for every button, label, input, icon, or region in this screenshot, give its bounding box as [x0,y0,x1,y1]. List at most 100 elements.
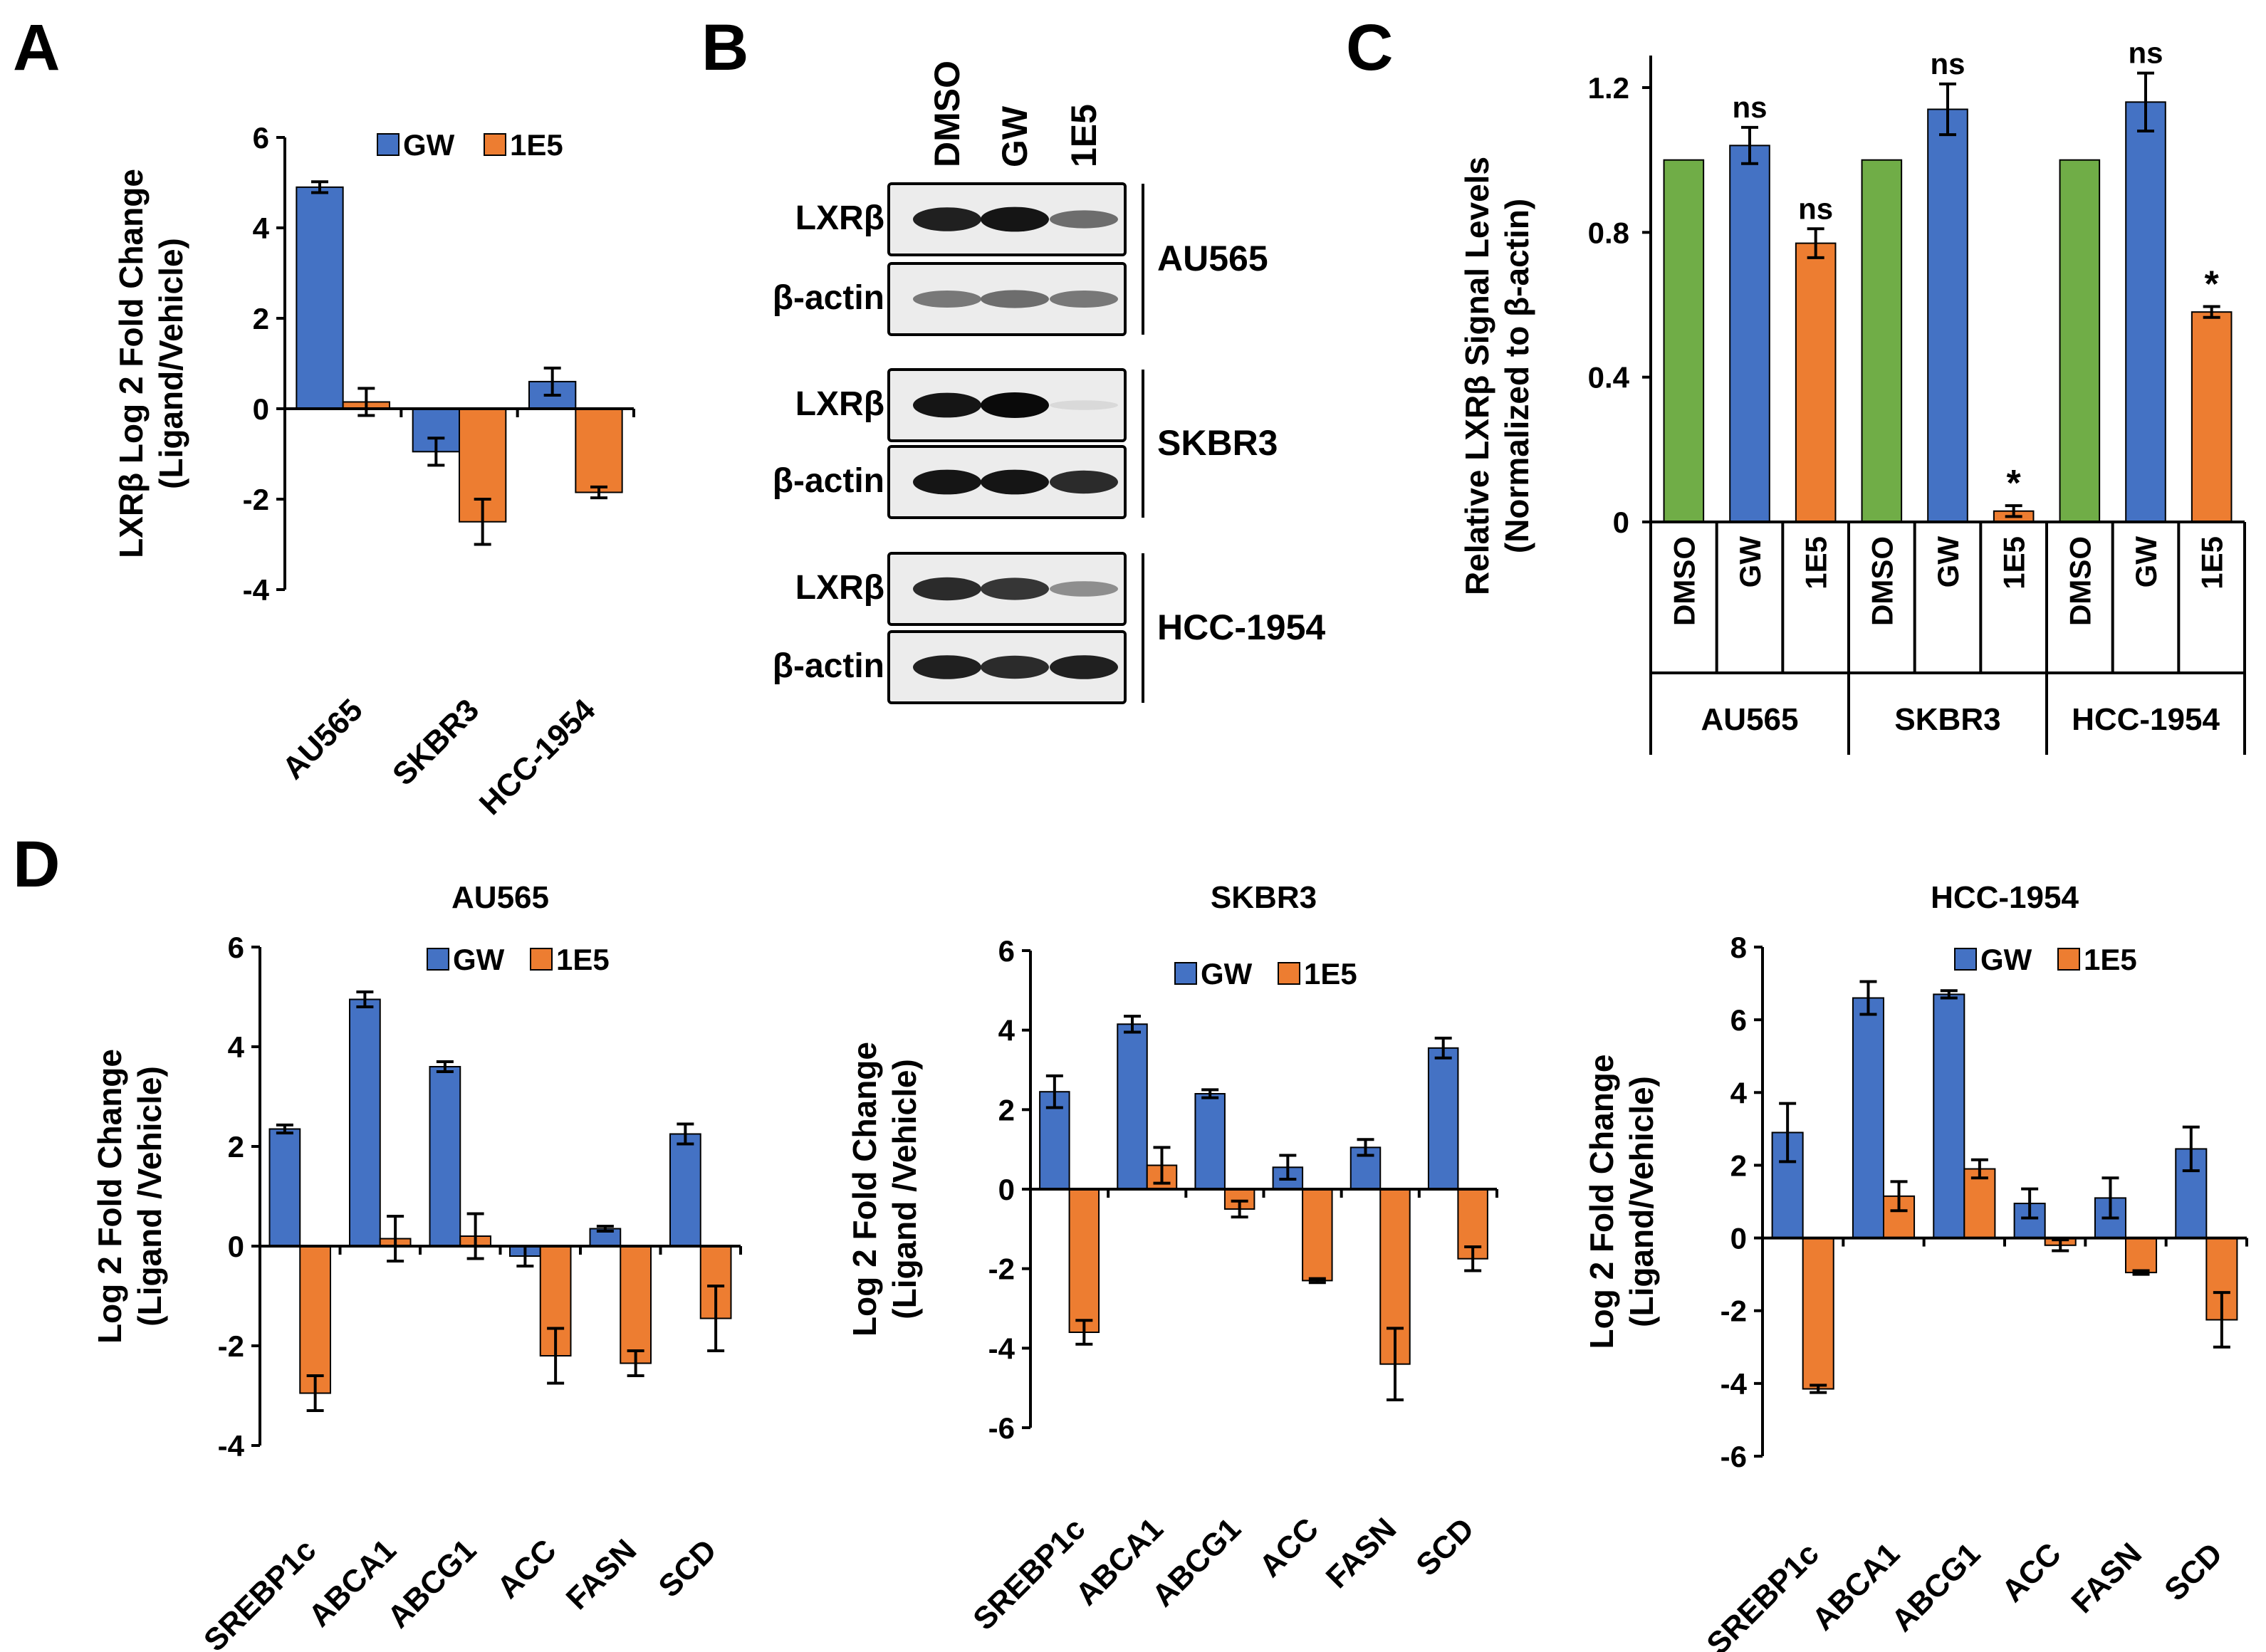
blot-band [913,291,981,308]
bar-category-label: GW [2129,536,2163,588]
category-label: AU565 [276,692,369,785]
significance-label: ns [2128,36,2163,70]
category-label: ACC [491,1532,563,1605]
y-tick-label: 8 [1730,931,1747,964]
bar-1e5-fasn [620,1245,652,1364]
y-tick-label: -4 [218,1429,245,1463]
y-axis-label-line1: Log 2 Fold Change [846,1042,883,1337]
y-tick-label: 0.8 [1588,216,1629,249]
lane-label: GW [995,105,1035,167]
legend-swatch-1e5 [484,133,506,156]
y-tick-label: -2 [243,483,269,516]
bar-gw [2125,101,2166,523]
panel-letter-c: C [1346,11,1393,84]
blot-band [913,392,981,418]
bar-category-label: GW [1931,536,1965,588]
category-label: ABCG1 [1145,1511,1248,1614]
bar-1e5-srebp1c [1068,1188,1100,1333]
bar-gw-au565 [296,186,344,409]
y-axis-label-line1: Log 2 Fold Change [1583,1055,1620,1349]
bar-gw-abca1 [1852,997,1885,1239]
group-label: SKBR3 [1894,702,2000,737]
y-tick-label: -2 [218,1329,244,1363]
group-label: HCC-1954 [2072,702,2220,737]
significance-label: ns [1732,90,1767,124]
bar-gw-scd [669,1133,701,1247]
panel-letter-d: D [13,828,60,901]
y-tick-label: 2 [228,1130,244,1164]
bar-1e5-hcc-1954 [575,408,623,493]
category-label: ABCG1 [381,1532,484,1635]
bar-1e5-srebp1c [299,1245,331,1394]
lxr-row-label: LXRβ [795,199,884,237]
bar-category-label: GW [1733,536,1767,588]
y-axis-label-line1: LXRβ Log 2 Fold Change [113,169,150,558]
blot-band [1050,400,1118,410]
bar-gw-srebp1c [268,1128,301,1247]
legend-label-gw: GW [453,943,505,976]
bar-1e5-fasn [2125,1237,2158,1274]
y-axis-label: Relative LXRβ Signal Levels(Normalized t… [1458,157,1535,595]
legend-swatch-gw [1954,948,1977,971]
bar-dmso [1663,159,1705,523]
blot-band [913,469,981,495]
y-tick-label: 0 [1730,1222,1747,1255]
blot-band [981,577,1049,600]
category-label: ABCA1 [302,1532,403,1633]
bar-1e5 [1795,242,1837,523]
y-tick-label: -4 [988,1332,1015,1365]
legend-label-gw: GW [1201,957,1253,990]
legend-swatch-1e5 [530,948,553,971]
lane-label: DMSO [927,61,967,167]
y-tick-label: 0 [1613,506,1629,539]
y-axis-label: Log 2 Fold Change(Ligand /Vehicle) [846,1042,923,1337]
panel-d-au565-chart: AU565 -4 -2 0 2 4 6 Log 2 Fold Change(Ligand /V… [91,880,742,1652]
chart-title: AU565 [451,880,549,915]
legend-label-gw: GW [1980,943,2032,976]
blot-band [981,206,1049,232]
actin-row-label: β-actin [773,279,884,317]
group-label: AU565 [1701,702,1799,737]
legend-label-gw: GW [403,128,455,162]
category-label: SCD [652,1532,723,1604]
category-label: ABCG1 [1885,1536,1988,1638]
y-axis-label-line2: (Ligand /Vehicle) [886,1059,923,1319]
blot-band [981,655,1049,679]
panel-b-western-blot: DMSO GW 1E5 LXRβ β-actin LXRβ β-actin LXRβ β-act… [773,61,1325,704]
y-tick-label: 4 [228,1030,245,1064]
y-tick-label: 2 [1730,1149,1747,1182]
significance-label: ns [1930,47,1965,80]
blot-band [1050,291,1118,308]
bar-category-label: DMSO [1667,536,1701,626]
legend-swatch-gw [1174,962,1197,985]
panel-d-hcc1954-chart: HCC-1954 -6 -4 -2 0 2 4 6 8 Log 2 Fold Change(Lig… [1583,880,2248,1652]
y-tick-label: -4 [243,573,270,607]
y-tick-label: -6 [988,1411,1015,1445]
y-tick-label: 6 [998,934,1015,968]
legend-label-1e5: 1E5 [556,943,610,976]
y-tick-label: -2 [1721,1295,1747,1328]
y-tick-label: -2 [988,1253,1015,1286]
blot-band [1050,655,1118,679]
category-label: FASN [560,1532,644,1616]
y-tick-label: 4 [253,211,270,245]
bar-category-label: 1E5 [1998,536,2031,590]
blot-band [913,655,981,679]
y-tick-label: 1.2 [1588,71,1629,105]
y-tick-label: 6 [1730,1003,1747,1037]
category-label: ACC [1995,1536,2068,1609]
bar-category-label: DMSO [2063,536,2097,626]
chart-title: SKBR3 [1211,880,1317,915]
legend-swatch-1e5 [1278,962,1300,985]
blot-band [1050,210,1118,229]
y-axis-label-line2: (Normalized to β-actin) [1498,199,1535,553]
bar-gw [1729,145,1770,523]
bar-1e5-srebp1c [1802,1237,1834,1390]
y-axis-label-line2: (Ligand/Vehicle) [1623,1076,1660,1327]
significance-label: * [2205,264,2220,305]
bar-category-label: 1E5 [2195,536,2229,590]
bar-gw-abcg1 [1933,993,1965,1239]
category-label: SCD [1409,1511,1481,1582]
y-tick-label: 6 [253,121,269,155]
